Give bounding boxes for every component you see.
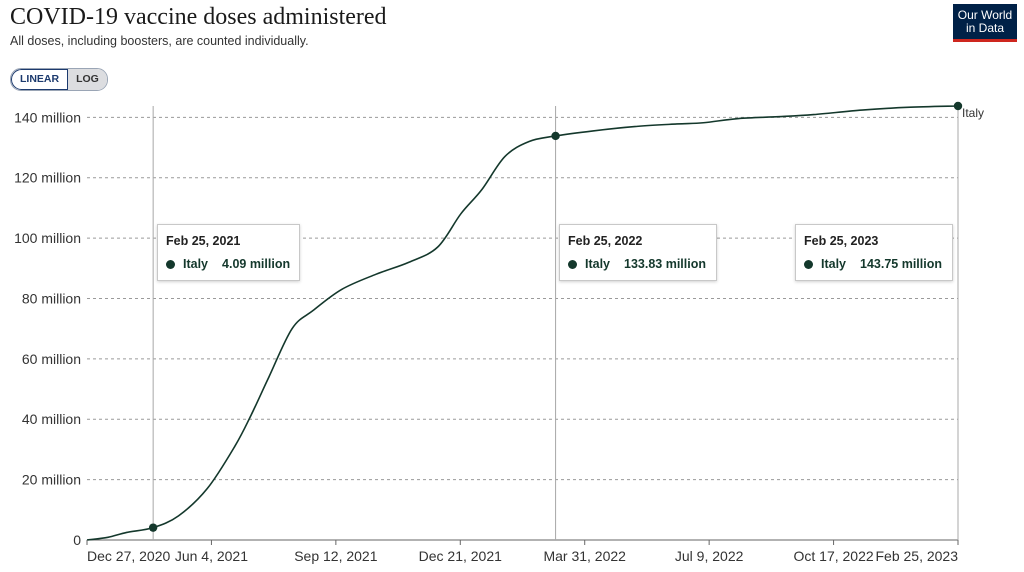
data-point-marker[interactable] xyxy=(551,131,560,141)
tooltip: Feb 25, 2022 Italy 133.83 million xyxy=(559,224,717,281)
series-line-italy xyxy=(86,105,959,541)
y-tick-label: 120 million xyxy=(14,170,81,186)
y-tick-label: 140 million xyxy=(14,109,81,125)
logo-line-1: Our World xyxy=(957,8,1013,22)
series-dot-icon xyxy=(166,259,175,269)
x-tick-label: Dec 21, 2021 xyxy=(419,548,502,564)
tooltip-value: 143.75 million xyxy=(860,257,942,271)
data-point-marker[interactable] xyxy=(953,101,963,111)
tooltip: Feb 25, 2023 Italy 143.75 million xyxy=(795,224,953,281)
tooltip: Feb 25, 2021 Italy 4.09 million xyxy=(157,224,300,281)
owid-logo[interactable]: Our World in Data xyxy=(953,4,1017,42)
tooltip-entity: Italy xyxy=(821,257,847,271)
y-tick-label: 100 million xyxy=(14,230,81,246)
y-tick-label: 40 million xyxy=(22,411,81,427)
tooltip-row: Italy 133.83 million xyxy=(568,257,706,271)
grid xyxy=(87,116,958,541)
x-tick-label: Sep 12, 2021 xyxy=(294,548,378,564)
tooltip-entity: Italy xyxy=(585,257,611,271)
tooltip-value: 133.83 million xyxy=(624,257,706,271)
data-point-marker[interactable] xyxy=(148,523,158,532)
y-axis: 0 20 million 40 million 60 million 80 millio… xyxy=(14,109,81,548)
hover-lines xyxy=(152,106,959,540)
tooltip-row: Italy 143.75 million xyxy=(804,257,942,271)
x-tick-label: Jun 4, 2021 xyxy=(175,548,248,564)
tooltip-entity: Italy xyxy=(183,257,209,271)
chart-subtitle: All doses, including boosters, are count… xyxy=(10,34,309,48)
scale-toggle: LINEAR LOG xyxy=(10,68,108,91)
y-tick-label: 60 million xyxy=(22,351,81,367)
tooltip-row: Italy 4.09 million xyxy=(166,257,290,271)
y-tick-label: 0 xyxy=(73,532,81,548)
x-tick-label: Mar 31, 2022 xyxy=(543,548,626,564)
x-tick-label: Dec 27, 2020 xyxy=(87,548,170,564)
x-tick-label: Jul 9, 2022 xyxy=(675,548,744,564)
x-tick-label: Feb 25, 2023 xyxy=(875,548,958,564)
log-scale-button[interactable]: LOG xyxy=(68,69,107,90)
linear-scale-button[interactable]: LINEAR xyxy=(11,69,69,90)
x-axis: Dec 27, 2020 Jun 4, 2021 Sep 12, 2021 Dec 2… xyxy=(86,540,959,564)
tooltip-value: 4.09 million xyxy=(222,257,291,271)
tooltip-date: Feb 25, 2022 xyxy=(568,234,643,248)
series-dot-icon xyxy=(804,259,813,269)
series-layer xyxy=(86,101,963,541)
y-tick-label: 80 million xyxy=(22,290,81,306)
series-end-label: Italy xyxy=(962,106,984,120)
series-dot-icon xyxy=(568,259,577,269)
x-tick-label: Oct 17, 2022 xyxy=(793,548,873,564)
y-tick-label: 20 million xyxy=(22,472,81,488)
logo-line-2: in Data xyxy=(965,21,1005,35)
tooltip-date: Feb 25, 2021 xyxy=(166,234,241,248)
tooltip-date: Feb 25, 2023 xyxy=(804,234,879,248)
chart-title: COVID-19 vaccine doses administered xyxy=(10,4,387,30)
